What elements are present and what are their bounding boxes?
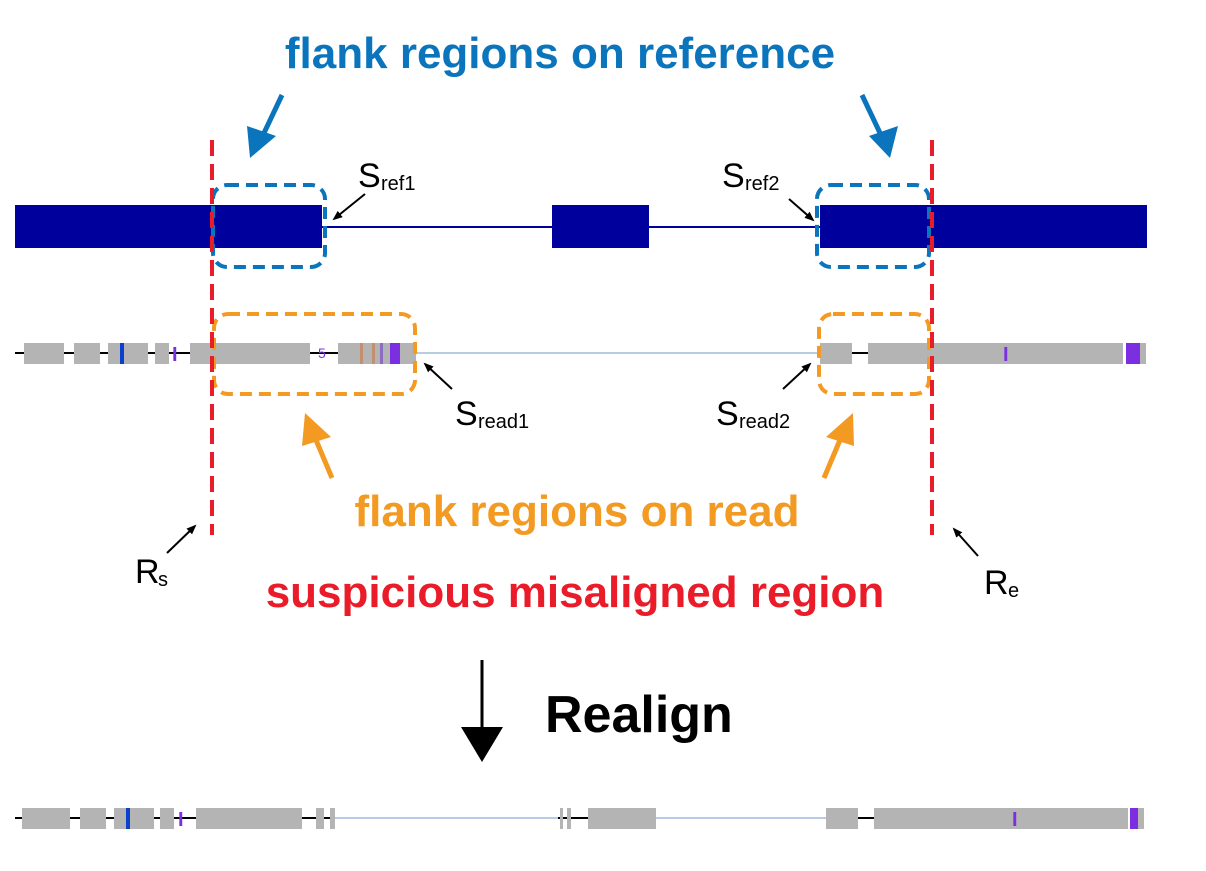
- svg-text:s: s: [158, 569, 168, 591]
- insertion-mark: I: [1012, 809, 1018, 831]
- ref-flank-arrow-left: [247, 126, 276, 158]
- sref2-pointer: [788, 198, 815, 222]
- svg-text:R: R: [135, 553, 160, 591]
- svg-text:S: S: [722, 157, 745, 195]
- read-flank-arrows: [302, 413, 854, 479]
- realigned-block: [196, 808, 302, 829]
- ref-flank-title: flank regions on reference: [285, 29, 835, 78]
- re-label: R e: [984, 564, 1019, 602]
- read-marker: 5: [318, 345, 326, 361]
- read-block: [108, 343, 148, 364]
- sread1-label: S read1: [455, 395, 529, 433]
- svg-text:S: S: [358, 157, 381, 195]
- realigned-block: [826, 808, 858, 829]
- reference-exon-2: [552, 205, 649, 248]
- re-pointer: [952, 527, 979, 557]
- svg-text:ref2: ref2: [745, 173, 779, 195]
- realigned-block: [588, 808, 656, 829]
- rs-label: R s: [135, 553, 168, 591]
- read-block: [820, 343, 852, 364]
- realigned-block: [80, 808, 106, 829]
- insertion-mark: [1130, 808, 1138, 829]
- read-flank-box-1: [212, 312, 417, 396]
- svg-text:ref1: ref1: [381, 173, 415, 195]
- svg-text:S: S: [455, 395, 478, 433]
- realigned-block: [874, 808, 1128, 829]
- read-block: [868, 343, 1123, 364]
- svg-text:R: R: [984, 564, 1009, 602]
- read-flank-title: flank regions on read: [355, 487, 800, 536]
- insertion-mark: I: [172, 344, 178, 366]
- realigned-block: [22, 808, 70, 829]
- read-block: [190, 343, 310, 364]
- insertion-mark: [1126, 343, 1140, 364]
- suspicious-region-title: suspicious misaligned region: [266, 568, 885, 617]
- read-block: [24, 343, 64, 364]
- read-flank-arrow-left: [302, 413, 331, 446]
- realign-label: Realign: [545, 686, 733, 744]
- insertion-mark: [390, 343, 400, 364]
- sref1-label: S ref1: [358, 157, 415, 195]
- reference-exon-3: [820, 205, 1147, 248]
- realigned-block: [160, 808, 174, 829]
- read-block: [155, 343, 169, 364]
- reference-track: [15, 205, 1147, 248]
- realigned-block: [114, 808, 154, 829]
- sread2-pointer: [782, 362, 812, 390]
- sref1-pointer: [332, 193, 366, 221]
- insertion-mark: I: [178, 809, 184, 831]
- svg-text:S: S: [716, 395, 739, 433]
- insertion-mark: I: [1003, 344, 1009, 366]
- mismatch-mark: [120, 343, 124, 364]
- reference-exon-1: [15, 205, 322, 248]
- read-block: [74, 343, 100, 364]
- read-flank-box-2: [817, 312, 931, 396]
- mismatch-mark: [126, 808, 130, 829]
- read-track: I 5 I: [15, 343, 1146, 366]
- sread1-pointer: [423, 362, 453, 390]
- ref-flank-box-2: [815, 183, 931, 269]
- svg-text:e: e: [1008, 580, 1019, 602]
- realign-arrow: [461, 660, 503, 762]
- svg-text:read1: read1: [478, 411, 529, 433]
- ref-flank-arrows: [247, 93, 898, 158]
- sread2-label: S read2: [716, 395, 790, 433]
- sref2-label: S ref2: [722, 157, 779, 195]
- rs-pointer: [166, 524, 197, 554]
- realigned-block: [330, 808, 335, 829]
- realigned-block: [316, 808, 324, 829]
- ref-flank-arrow-right: [869, 126, 898, 158]
- read-flank-arrow-right: [826, 413, 854, 446]
- realigned-read-track: I I: [15, 808, 1144, 831]
- svg-text:read2: read2: [739, 411, 790, 433]
